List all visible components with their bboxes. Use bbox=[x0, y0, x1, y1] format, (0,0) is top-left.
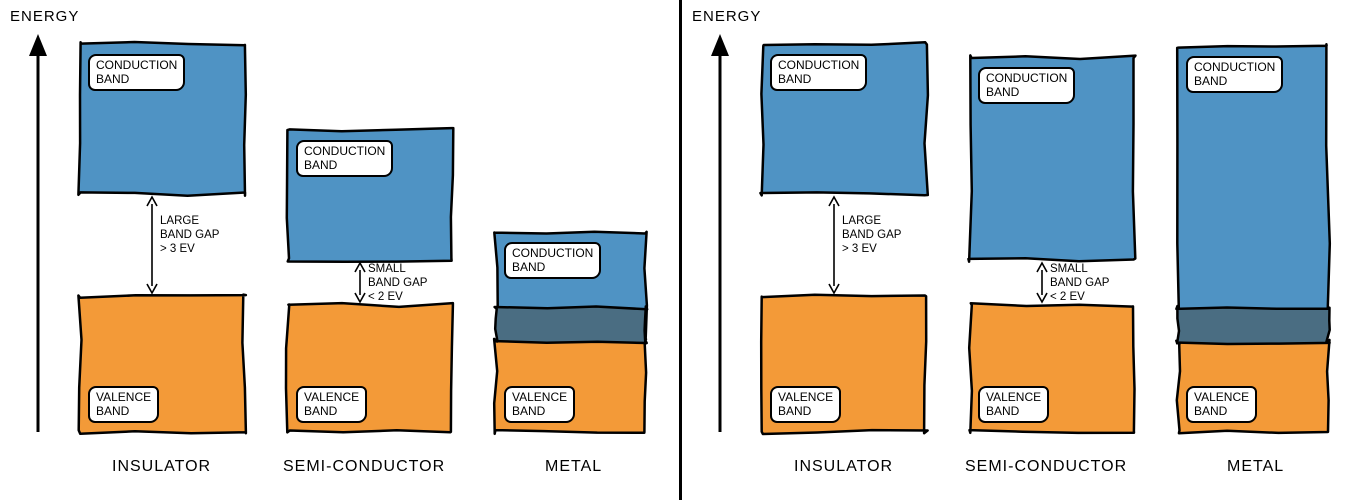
band-diagram-figure: ENERGYCONDUCTION BANDVALENCE BANDLARGE B… bbox=[0, 0, 1360, 500]
band-overlap-rect bbox=[0, 0, 1360, 500]
valence-band-label: VALENCE BAND bbox=[1186, 386, 1257, 423]
conduction-band-label: CONDUCTION BAND bbox=[1186, 56, 1283, 93]
material-name-label: METAL bbox=[1227, 458, 1284, 476]
